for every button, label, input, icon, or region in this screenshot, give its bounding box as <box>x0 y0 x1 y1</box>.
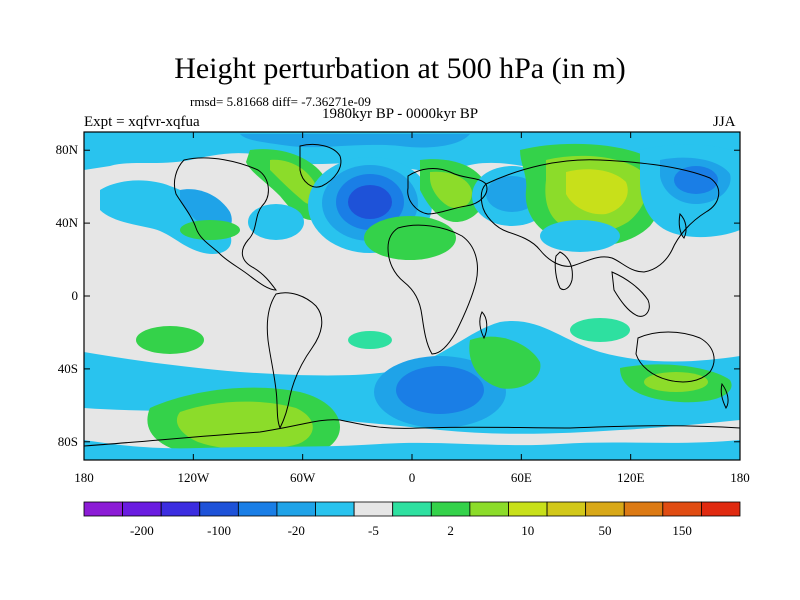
colorbar-swatch <box>199 501 239 517</box>
colorbar-swatch <box>160 501 201 517</box>
colorbar-swatch <box>315 501 355 517</box>
colorbar: -200 -100 -20 -5 2 10 50 150 <box>83 501 741 538</box>
lon-tick-label: 60W <box>290 470 316 485</box>
colorbar-swatch <box>701 501 741 517</box>
colorbar-swatch <box>237 501 278 517</box>
contour-wrussia-deep <box>486 176 538 212</box>
plot-title: Height perturbation at 500 hPa (in m) <box>174 52 626 85</box>
period-label: 1980kyr BP - 0000kyr BP <box>322 106 479 122</box>
lat-tick-label: 0 <box>72 288 79 303</box>
coast-se-asia <box>611 271 650 317</box>
colorbar-swatch <box>585 501 625 517</box>
colorbar-label: -20 <box>288 523 305 538</box>
coast-north-america <box>173 157 278 291</box>
colorbar-label: 10 <box>521 523 534 538</box>
contour-trop-3 <box>570 318 630 342</box>
coastlines <box>84 143 740 447</box>
colorbar-swatch <box>508 501 548 517</box>
contour-satl-low-2 <box>396 366 484 414</box>
contour-spac-yellow <box>176 401 313 450</box>
axis-ticks: 80N 40N 0 40S 80S 180 120W 60W 0 60E 120E 180 <box>56 132 750 485</box>
coast-asia <box>480 159 720 273</box>
contour-trop-2 <box>348 331 392 349</box>
lon-tick-label: 120E <box>617 470 645 485</box>
colorbar-swatch <box>83 501 123 517</box>
colorbar-swatch <box>353 501 394 517</box>
season-label: JJA <box>713 114 736 130</box>
coast-new-zealand <box>720 382 729 409</box>
contour-europe-yellow <box>430 171 472 209</box>
colorbar-label: 2 <box>447 523 454 538</box>
coast-japan <box>678 212 687 239</box>
lat-tick-label: 80S <box>58 434 78 449</box>
stats-text: rmsd= 5.81668 diff= -7.36271e-09 <box>190 94 371 109</box>
colorbar-swatch <box>623 501 664 517</box>
colorbar-label: -5 <box>368 523 379 538</box>
coast-africa <box>387 224 478 355</box>
colorbar-label: -200 <box>130 523 154 538</box>
coast-madagascar <box>479 311 488 340</box>
contour-africa-green <box>364 216 456 260</box>
contour-natl-low-4 <box>348 185 392 219</box>
contour-antarctic-blue <box>84 440 740 460</box>
coast-india <box>554 251 573 291</box>
lat-tick-label: 80N <box>56 142 79 157</box>
contour-trop-1 <box>136 326 204 354</box>
coast-antarctica <box>84 419 740 447</box>
contour-asia-blue <box>540 220 620 252</box>
contour-siberia-core <box>566 169 628 215</box>
lon-tick-label: 120W <box>177 470 210 485</box>
colorbar-swatch <box>276 501 316 517</box>
contour-indian-green <box>469 336 541 389</box>
colorbar-swatch <box>662 501 702 517</box>
experiment-label: Expt = xqfvr-xqfua <box>84 114 200 130</box>
colorbar-swatch <box>122 501 162 517</box>
colorbar-label: 50 <box>598 523 611 538</box>
contour-greenland-yellow <box>270 159 319 205</box>
lon-tick-label: 0 <box>409 470 416 485</box>
coast-australia <box>635 331 715 383</box>
colorbar-swatch <box>430 501 471 517</box>
lon-tick-label: 180 <box>74 470 94 485</box>
lon-tick-label: 180 <box>730 470 750 485</box>
colorbar-swatch <box>469 501 509 517</box>
colorbar-swatch <box>546 501 587 517</box>
colorbar-swatch <box>392 501 432 517</box>
colorbar-label: 150 <box>672 523 692 538</box>
coast-greenland <box>299 143 342 188</box>
lat-tick-label: 40N <box>56 215 79 230</box>
contour-npac-core <box>674 166 718 194</box>
lat-tick-label: 40S <box>58 361 78 376</box>
colorbar-label: -100 <box>207 523 231 538</box>
contour-field <box>84 132 740 460</box>
coast-south-america <box>266 292 323 430</box>
contour-sub-natl <box>248 204 304 240</box>
contour-pac-green <box>180 220 240 240</box>
lon-tick-label: 60E <box>511 470 532 485</box>
